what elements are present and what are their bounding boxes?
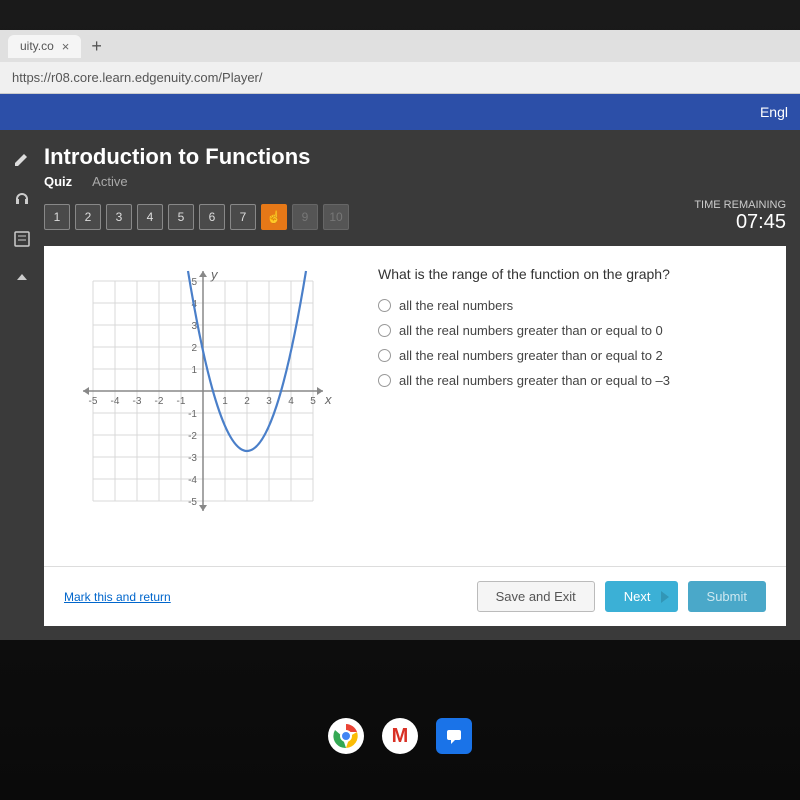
quiz-title: Introduction to Functions xyxy=(44,144,786,170)
svg-text:-5: -5 xyxy=(188,497,197,508)
q-nav-3[interactable]: 3 xyxy=(106,204,132,230)
side-toolbar xyxy=(0,144,44,626)
new-tab-button[interactable]: + xyxy=(81,36,112,57)
url-bar[interactable]: https://r08.core.learn.edgenuity.com/Pla… xyxy=(0,62,800,94)
svg-text:y: y xyxy=(210,267,219,282)
option-d[interactable]: all the real numbers greater than or equ… xyxy=(378,373,762,388)
svg-text:-3: -3 xyxy=(133,396,142,407)
svg-text:5: 5 xyxy=(191,277,197,288)
q-nav-5[interactable]: 5 xyxy=(168,204,194,230)
q-nav-current[interactable]: ☝ xyxy=(261,204,287,230)
option-c[interactable]: all the real numbers greater than or equ… xyxy=(378,348,762,363)
question-card: -5-4-3-2-1 12345 54321 -1-2-3-4-5 y x xyxy=(44,246,786,566)
svg-text:2: 2 xyxy=(191,343,197,354)
mark-return-link[interactable]: Mark this and return xyxy=(64,590,171,604)
submit-button[interactable]: Submit xyxy=(688,581,766,612)
timer-label: TIME REMAINING xyxy=(694,199,786,211)
svg-text:4: 4 xyxy=(288,396,294,407)
language-label[interactable]: Engl xyxy=(760,104,788,120)
close-icon[interactable]: × xyxy=(62,39,70,54)
q-nav-9: 9 xyxy=(292,204,318,230)
svg-text:-3: -3 xyxy=(188,453,197,464)
pencil-icon[interactable] xyxy=(11,148,33,170)
answer-options: all the real numbers all the real number… xyxy=(378,298,762,388)
radio-icon[interactable] xyxy=(378,324,391,337)
svg-text:-2: -2 xyxy=(155,396,164,407)
os-taskbar: M xyxy=(0,712,800,760)
svg-text:x: x xyxy=(324,392,332,407)
svg-text:-4: -4 xyxy=(188,475,197,486)
tab-active[interactable]: Active xyxy=(92,174,127,189)
svg-text:-4: -4 xyxy=(111,396,120,407)
messages-icon[interactable] xyxy=(436,718,472,754)
browser-tab[interactable]: uity.co × xyxy=(8,35,81,58)
timer: TIME REMAINING 07:45 xyxy=(694,199,786,234)
next-button[interactable]: Next xyxy=(605,581,678,612)
svg-text:-1: -1 xyxy=(177,396,186,407)
collapse-icon[interactable] xyxy=(11,268,33,290)
svg-text:5: 5 xyxy=(310,396,316,407)
browser-tab-strip: uity.co × + xyxy=(0,30,800,62)
q-nav-10: 10 xyxy=(323,204,349,230)
timer-value: 07:45 xyxy=(694,211,786,234)
url-text: https://r08.core.learn.edgenuity.com/Pla… xyxy=(12,70,263,85)
headphones-icon[interactable] xyxy=(11,188,33,210)
svg-text:-2: -2 xyxy=(188,431,197,442)
option-a[interactable]: all the real numbers xyxy=(378,298,762,313)
question-prompt: What is the range of the function on the… xyxy=(378,266,762,282)
app-banner: Engl xyxy=(0,94,800,130)
calculator-icon[interactable] xyxy=(11,228,33,250)
gmail-icon[interactable]: M xyxy=(382,718,418,754)
tab-label: uity.co xyxy=(20,39,54,53)
q-nav-1[interactable]: 1 xyxy=(44,204,70,230)
question-nav: 1 2 3 4 5 6 7 ☝ 9 10 xyxy=(44,204,349,230)
svg-text:1: 1 xyxy=(222,396,228,407)
svg-text:1: 1 xyxy=(191,365,197,376)
q-nav-6[interactable]: 6 xyxy=(199,204,225,230)
q-nav-2[interactable]: 2 xyxy=(75,204,101,230)
svg-text:2: 2 xyxy=(244,396,250,407)
save-exit-button[interactable]: Save and Exit xyxy=(477,581,595,612)
q-nav-7[interactable]: 7 xyxy=(230,204,256,230)
quiz-footer: Mark this and return Save and Exit Next … xyxy=(44,566,786,626)
q-nav-4[interactable]: 4 xyxy=(137,204,163,230)
graph: -5-4-3-2-1 12345 54321 -1-2-3-4-5 y x xyxy=(68,266,348,546)
tab-quiz[interactable]: Quiz xyxy=(44,174,72,189)
radio-icon[interactable] xyxy=(378,349,391,362)
quiz-header: Introduction to Functions Quiz Active xyxy=(44,144,786,199)
svg-text:-5: -5 xyxy=(89,396,98,407)
svg-text:-1: -1 xyxy=(188,409,197,420)
radio-icon[interactable] xyxy=(378,299,391,312)
chrome-icon[interactable] xyxy=(328,718,364,754)
option-b[interactable]: all the real numbers greater than or equ… xyxy=(378,323,762,338)
svg-text:3: 3 xyxy=(266,396,272,407)
radio-icon[interactable] xyxy=(378,374,391,387)
